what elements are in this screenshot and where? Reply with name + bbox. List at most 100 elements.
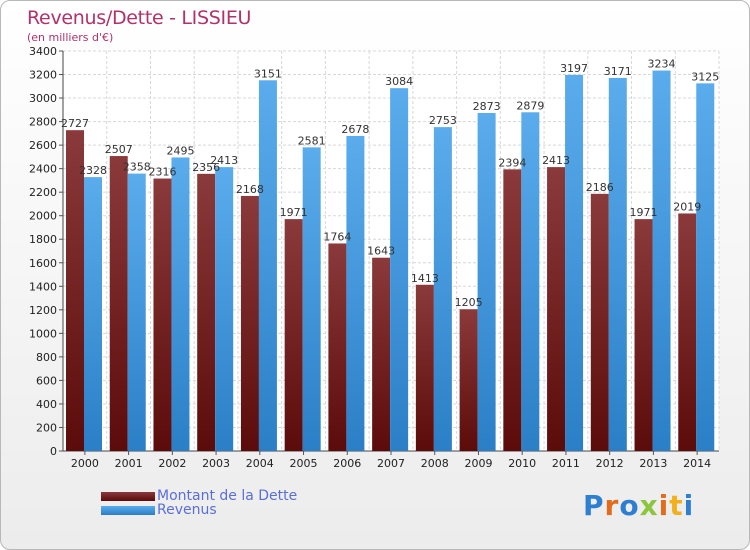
data-label-revenue-2006: 2678 [341,123,369,136]
bar-debt-2008 [415,284,434,451]
bar-revenue-2005 [302,147,321,451]
data-label-debt-2014: 2019 [673,200,701,213]
x-tick-label-2001: 2001 [115,457,143,470]
bar-revenue-2002 [171,157,190,451]
x-tick-label-2013: 2013 [639,457,667,470]
logo-letter: i [683,489,695,522]
bar-debt-2002 [153,178,172,451]
data-label-debt-2009: 1205 [455,296,483,309]
data-label-debt-2004: 2168 [236,183,264,196]
bar-revenue-2006 [346,135,365,452]
data-label-revenue-2004: 3151 [254,67,282,80]
data-label-debt-2013: 1971 [630,206,658,219]
bar-revenue-2013 [652,70,671,451]
logo-letter: r [604,489,620,522]
data-label-revenue-2012: 3171 [604,65,632,78]
data-label-revenue-2007: 3084 [385,75,413,88]
data-label-revenue-2003: 2413 [210,154,238,167]
label-layer: 2727232825072358231624952356241321683151… [61,58,719,310]
data-label-revenue-2002: 2495 [166,144,194,157]
data-label-debt-2005: 1971 [280,206,308,219]
legend-debt-label: Montant de la Dette [157,488,298,504]
x-tick-label-2014: 2014 [683,457,711,470]
bar-debt-2000 [66,130,84,452]
data-label-revenue-2014: 3125 [691,70,719,83]
x-tick-label-2003: 2003 [202,457,230,470]
x-tick-label-2008: 2008 [421,457,449,470]
data-label-revenue-2009: 2873 [473,100,501,113]
y-tick-label: 2400 [29,163,57,176]
data-label-debt-2006: 1764 [323,230,351,243]
bar-debt-2007 [372,257,391,451]
data-label-revenue-2000: 2328 [79,164,107,177]
y-tick-label: 2000 [29,210,57,223]
proxiti-logo: Proxiti [583,489,694,522]
x-tick-label-2005: 2005 [290,457,318,470]
data-label-debt-2007: 1643 [367,245,395,258]
data-label-revenue-2008: 2753 [429,114,457,127]
y-tick-label: 1200 [29,304,57,317]
bar-debt-2011 [547,167,566,451]
bar-revenue-2009 [477,113,496,451]
bar-debt-2014 [678,213,697,451]
logo-letter: o [619,489,640,522]
bar-revenue-2000 [84,177,102,451]
logo-letter: P [583,489,605,522]
x-tick-label-2000: 2000 [71,457,99,470]
x-tick-label-2009: 2009 [464,457,492,470]
legend-debt-swatch [101,491,155,501]
bar-revenue-2014 [696,83,715,452]
legend-debt: Montant de la Dette [101,488,298,504]
data-label-debt-2001: 2507 [105,143,133,156]
legend-revenue-label: Revenus [157,502,217,518]
y-tick-label: 3400 [29,45,57,58]
x-tick-label-2012: 2012 [596,457,624,470]
y-tick-label: 2200 [29,186,57,199]
x-tick-label-2006: 2006 [333,457,361,470]
data-label-revenue-2001: 2358 [123,161,151,174]
bar-revenue-2010 [521,112,540,451]
y-tick-label: 2600 [29,139,57,152]
bar-debt-2010 [503,169,522,451]
bar-debt-2013 [634,219,653,451]
y-tick-label: 1800 [29,233,57,246]
data-label-revenue-2013: 3234 [648,58,676,71]
logo-letter: i [658,489,670,522]
bar-revenue-2012 [608,77,627,452]
bar-revenue-2004 [258,80,277,451]
legend-revenue: Revenus [101,502,217,518]
bar-debt-2012 [590,193,609,451]
bar-debt-2003 [197,173,216,451]
x-tick-label-2011: 2011 [552,457,580,470]
y-tick-label: 800 [36,351,57,364]
axis-layer: 0 200 400 600 800 1000 1200 1400 1600 1800 2000 220… [29,45,719,470]
x-tick-label-2007: 2007 [377,457,405,470]
bar-revenue-2001 [127,173,146,451]
data-label-debt-2012: 2186 [586,181,614,194]
data-label-revenue-2005: 2581 [298,134,326,147]
bar-revenue-2011 [565,74,584,451]
x-tick-label-2002: 2002 [158,457,186,470]
legend-revenue-swatch [101,505,155,515]
bar-debt-2001 [109,156,128,451]
bar-layer [66,70,715,452]
x-tick-label-2010: 2010 [508,457,536,470]
y-tick-label: 200 [36,421,57,434]
chart-subtitle: (en milliers d'€) [27,31,114,44]
y-tick-label: 3200 [29,69,57,82]
data-label-debt-2003: 2356 [192,161,220,174]
bar-revenue-2007 [390,88,409,452]
bar-debt-2005 [284,219,303,451]
x-tick-label-2004: 2004 [246,457,274,470]
y-tick-label: 1400 [29,280,57,293]
y-tick-label: 1000 [29,327,57,340]
chart-title: Revenus/Dette - LISSIEU [27,7,252,29]
logo-letter: t [669,489,684,522]
data-label-debt-2002: 2316 [148,166,176,179]
y-tick-label: 3000 [29,92,57,105]
bar-revenue-2008 [433,127,452,451]
data-label-revenue-2010: 2879 [516,99,544,112]
y-tick-label: 400 [36,398,57,411]
data-label-revenue-2011: 3197 [560,62,588,75]
